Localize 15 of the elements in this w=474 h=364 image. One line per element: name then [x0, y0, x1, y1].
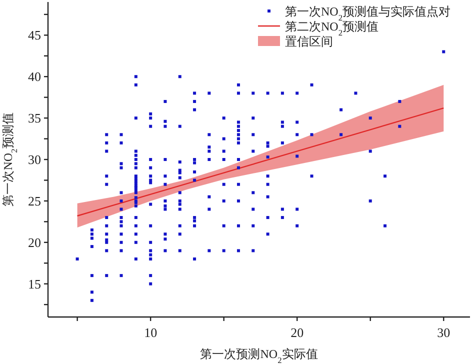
- annotation: 置信区间: [285, 34, 333, 48]
- y-tick-label: 40: [28, 69, 41, 84]
- y-tick-label: 25: [28, 193, 41, 208]
- x-axis-title: 第一次预测NO$_{2}$实际值: [200, 347, 318, 364]
- x-tick-label: 10: [144, 325, 158, 340]
- legend-label: 第二次NO$_{2}$预测值: [285, 20, 379, 37]
- line-series: [76, 108, 444, 216]
- x-tick-label: 30: [437, 325, 450, 340]
- y-tick-label: 30: [28, 152, 41, 167]
- y-tick-label: 45: [28, 28, 41, 43]
- y-tick-label: 20: [28, 234, 41, 250]
- legend-label: 第一次NO$_{2}$预测值与实际值点对: [285, 4, 451, 22]
- x-tick-label: 20: [290, 325, 304, 340]
- y-tick-label: 35: [28, 110, 41, 126]
- y-tick-label: 15: [28, 276, 41, 292]
